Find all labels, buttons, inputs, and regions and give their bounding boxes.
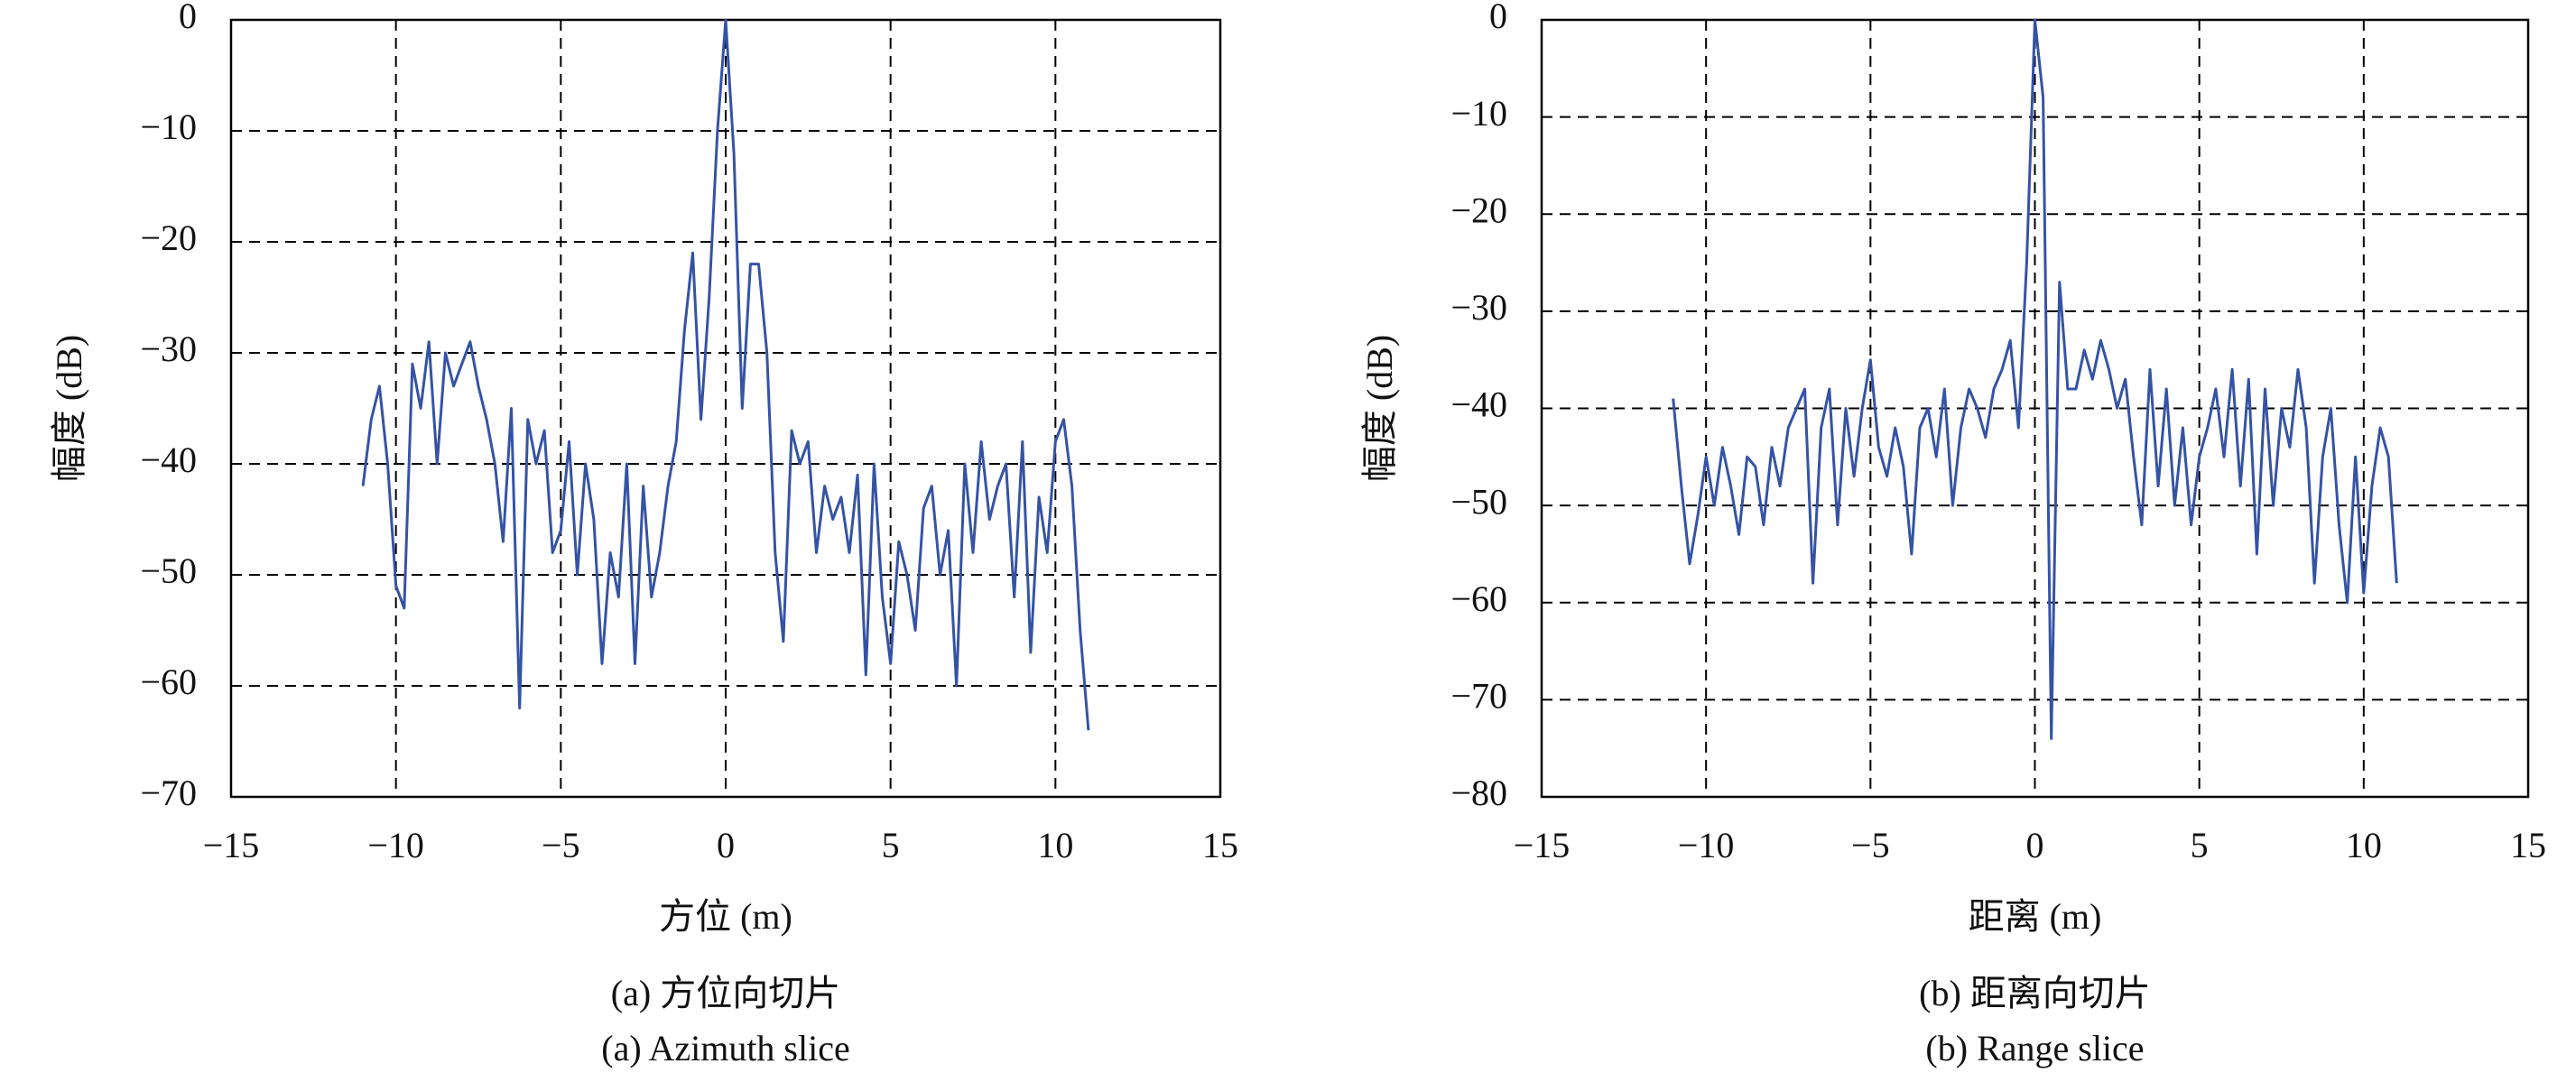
y-tick-label: −80 [1450, 772, 1507, 813]
y-tick-label: −50 [1450, 481, 1507, 522]
y-tick-label: −40 [1450, 384, 1507, 425]
y-tick-label: −10 [1450, 93, 1507, 134]
y-tick-label: −30 [1450, 287, 1507, 328]
x-tick-label: −10 [367, 825, 424, 865]
x-tick-label: −15 [1514, 825, 1571, 865]
y-tick-label: −70 [1450, 676, 1507, 717]
caption-en: (b) Range slice [1925, 1028, 2144, 1068]
x-tick-label: −5 [542, 825, 580, 865]
y-tick-label: −30 [140, 328, 197, 369]
y-tick-label: −50 [140, 550, 197, 591]
y-tick-label: −20 [1450, 190, 1507, 230]
y-tick-label: −10 [140, 106, 197, 147]
x-tick-label: 15 [2510, 825, 2546, 865]
data-line [361, 18, 1090, 731]
x-axis-label: 方位 (m) [659, 896, 792, 937]
y-tick-label: −70 [140, 772, 197, 813]
x-tick-label: −10 [1678, 825, 1735, 865]
caption-en: (a) Azimuth slice [601, 1028, 849, 1068]
x-tick-label: 0 [717, 825, 735, 865]
x-tick-label: 5 [882, 825, 900, 865]
y-tick-label: 0 [1489, 0, 1507, 36]
caption-zh: (a) 方位向切片 [611, 973, 840, 1013]
caption-zh: (b) 距离向切片 [1919, 973, 2151, 1013]
x-tick-label: 0 [2026, 825, 2044, 865]
x-axis-label: 距离 (m) [1969, 896, 2102, 937]
x-tick-label: −15 [203, 825, 260, 865]
x-tick-label: −5 [1851, 825, 1890, 865]
y-tick-label: −60 [140, 661, 197, 702]
y-tick-label: 0 [179, 0, 197, 36]
x-tick-label: 5 [2191, 825, 2209, 865]
y-tick-label: −20 [140, 217, 197, 258]
y-tick-label: −40 [140, 439, 197, 480]
x-tick-label: 10 [2346, 825, 2382, 865]
x-tick-label: 15 [1202, 825, 1238, 865]
data-line [1672, 18, 2398, 740]
y-axis-label: 幅度 (dB) [49, 335, 89, 482]
y-axis-label: 幅度 (dB) [1359, 335, 1400, 482]
x-tick-label: 10 [1037, 825, 1073, 865]
y-tick-label: −60 [1450, 578, 1507, 619]
